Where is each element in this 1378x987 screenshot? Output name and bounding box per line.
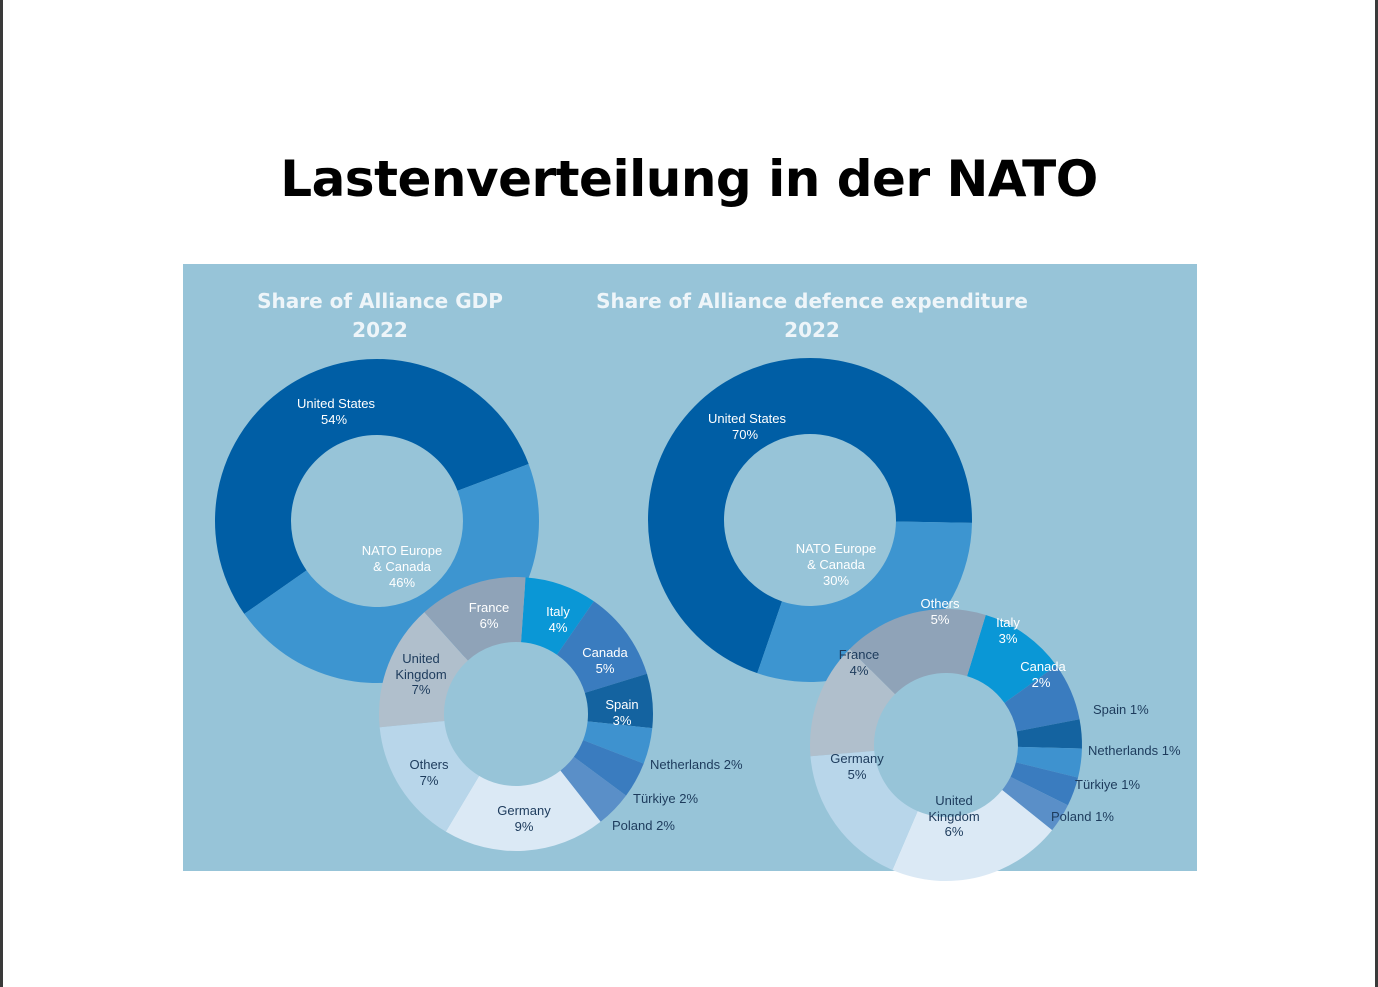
value-gdp-us: 54% (321, 412, 347, 427)
label-def-france: France (839, 647, 879, 662)
slice-1-united-states (648, 357, 973, 674)
value-def-europe: 30% (823, 573, 849, 588)
value-def-france: 4% (850, 663, 869, 678)
value-gdp-europe: 46% (389, 575, 415, 590)
label-gdp-us: United States (297, 396, 376, 411)
label-gdp-europe-1: NATO Europe (362, 543, 442, 558)
label-gdp-netherlands: Netherlands 2% (650, 757, 743, 772)
value-def-us: 70% (732, 427, 758, 442)
left-border (0, 0, 3, 987)
breakdown-slice-0-united-kingdom (378, 612, 468, 728)
label-def-poland: Poland 1% (1051, 809, 1114, 824)
label-def-canada: Canada (1020, 659, 1066, 674)
breakdown-slice-1-t-rkiye (1010, 762, 1079, 806)
label-def-uk-1: United (935, 793, 973, 808)
breakdown-slice-1-spain (1016, 719, 1082, 749)
label-gdp-italy: Italy (546, 604, 570, 619)
breakdown-slice-0-others (379, 720, 480, 832)
breakdown-slice-1-others (849, 609, 986, 695)
value-gdp-canada: 5% (596, 661, 615, 676)
value-def-others: 5% (931, 612, 950, 627)
label-def-others: Others (920, 596, 960, 611)
label-def-italy: Italy (996, 615, 1020, 630)
breakdown-slice-1-netherlands (1015, 746, 1082, 778)
label-def-europe-1: NATO Europe (796, 541, 876, 556)
slice-0-united-states (214, 359, 529, 614)
breakdown-slice-0-poland (560, 756, 627, 822)
label-gdp-germany: Germany (497, 803, 551, 818)
value-def-canada: 2% (1032, 675, 1051, 690)
chart-title-defence: Share of Alliance defence expenditure (596, 289, 1028, 313)
breakdown-slice-0-netherlands (583, 721, 653, 764)
breakdown-slice-1-canada (1004, 665, 1080, 732)
slice-1-nato-europe-canada (757, 521, 972, 683)
value-gdp-italy: 4% (549, 620, 568, 635)
breakdown-slice-1-poland (1002, 776, 1068, 831)
breakdown-slice-0-germany (445, 770, 601, 851)
value-def-germany: 5% (848, 767, 867, 782)
breakdown-slice-1-france (810, 648, 896, 757)
breakdown-slice-1-united-kingdom (892, 790, 1053, 881)
breakdown-slice-0-t-rkiye (573, 740, 644, 796)
label-gdp-uk-1: United (402, 651, 440, 666)
value-gdp-uk: 7% (412, 682, 431, 697)
breakdown-slice-1-germany (810, 750, 918, 870)
breakdown-slice-0-france (424, 577, 526, 661)
chart-title-gdp: Share of Alliance GDP (257, 289, 503, 313)
label-gdp-europe-2: & Canada (373, 559, 432, 574)
label-gdp-others: Others (409, 757, 449, 772)
breakdown-slice-0-spain (584, 673, 653, 729)
value-gdp-germany: 9% (515, 819, 534, 834)
label-gdp-turkiye: Türkiye 2% (633, 791, 698, 806)
breakdown-slice-1-italy (967, 614, 1057, 703)
label-def-germany: Germany (830, 751, 884, 766)
label-def-spain: Spain 1% (1093, 702, 1149, 717)
label-def-us: United States (708, 411, 787, 426)
label-def-netherlands: Netherlands 1% (1088, 743, 1181, 758)
label-gdp-france: France (469, 600, 509, 615)
label-def-europe-2: & Canada (807, 557, 866, 572)
value-gdp-others: 7% (420, 773, 439, 788)
label-def-uk-2: Kingdom (928, 809, 979, 824)
label-gdp-spain: Spain (605, 697, 638, 712)
label-def-turkiye: Türkiye 1% (1075, 777, 1140, 792)
right-border (1375, 0, 1378, 987)
value-gdp-france: 6% (480, 616, 499, 631)
breakdown-slice-0-canada (556, 601, 647, 693)
breakdown-slice-0-italy (521, 577, 594, 655)
label-gdp-poland: Poland 2% (612, 818, 675, 833)
slide-title: Lastenverteilung in der NATO (280, 150, 1098, 208)
value-gdp-spain: 3% (613, 713, 632, 728)
chart-subtitle-defence: 2022 (784, 318, 840, 342)
value-def-uk: 6% (945, 824, 964, 839)
chart-subtitle-gdp: 2022 (352, 318, 408, 342)
label-gdp-canada: Canada (582, 645, 628, 660)
value-def-italy: 3% (999, 631, 1018, 646)
label-gdp-uk-2: Kingdom (395, 667, 446, 682)
